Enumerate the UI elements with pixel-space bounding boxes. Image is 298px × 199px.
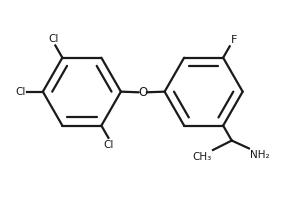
Text: F: F bbox=[231, 35, 238, 45]
Text: Cl: Cl bbox=[49, 34, 59, 44]
Text: Cl: Cl bbox=[103, 140, 114, 150]
Text: NH₂: NH₂ bbox=[251, 150, 270, 160]
Text: O: O bbox=[138, 86, 148, 99]
Text: Cl: Cl bbox=[15, 87, 26, 97]
Text: CH₃: CH₃ bbox=[192, 151, 212, 162]
